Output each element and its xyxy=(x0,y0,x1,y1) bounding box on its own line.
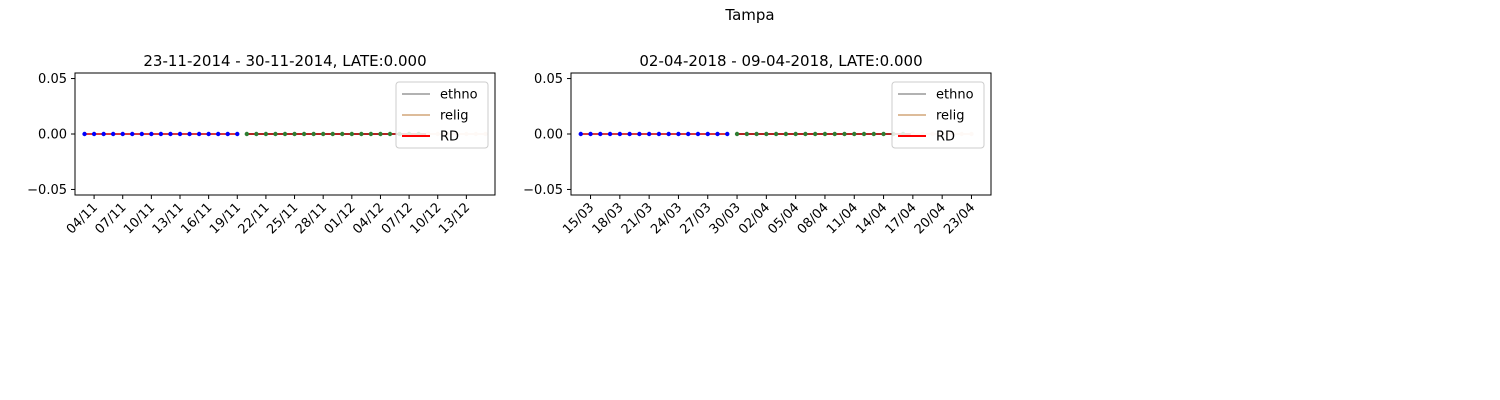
data-point xyxy=(292,131,297,137)
data-point xyxy=(359,131,364,137)
data-point xyxy=(82,131,87,137)
y-tick-label: 0.00 xyxy=(534,128,563,143)
data-point xyxy=(812,131,818,137)
data-point xyxy=(378,131,383,137)
data-point xyxy=(196,131,202,137)
subplot-title: 23-11-2014 - 30-11-2014, LATE:0.000 xyxy=(143,52,426,70)
y-tick-label: 0.00 xyxy=(38,128,67,143)
data-point xyxy=(881,131,886,137)
data-point xyxy=(773,131,779,137)
data-point xyxy=(705,131,710,137)
data-point xyxy=(637,131,642,137)
data-point xyxy=(340,131,345,137)
subplot-title: 02-04-2018 - 09-04-2018, LATE:0.000 xyxy=(639,52,922,70)
legend-box xyxy=(395,81,489,149)
data-point xyxy=(695,131,701,137)
data-point xyxy=(130,131,135,137)
data-point xyxy=(627,131,632,137)
data-point xyxy=(871,131,876,137)
data-point xyxy=(254,131,259,137)
data-point xyxy=(734,131,740,137)
data-point xyxy=(676,131,681,137)
legend-label: RD xyxy=(936,130,955,145)
data-point xyxy=(91,131,97,137)
data-point xyxy=(842,131,847,137)
data-point xyxy=(225,131,230,137)
data-point xyxy=(715,131,720,137)
y-tick-label: −0.05 xyxy=(27,183,67,198)
legend-label: relig xyxy=(440,109,469,124)
data-point xyxy=(686,131,691,137)
data-point xyxy=(330,131,335,137)
y-tick-label: −0.05 xyxy=(523,183,563,198)
data-point xyxy=(803,131,808,137)
data-point xyxy=(754,131,759,137)
data-point xyxy=(273,131,278,137)
data-point xyxy=(120,131,125,137)
data-point xyxy=(832,131,837,137)
data-point xyxy=(646,131,652,137)
data-point xyxy=(235,131,240,137)
data-point xyxy=(861,131,867,137)
data-point xyxy=(666,131,671,137)
data-point xyxy=(168,131,173,137)
legend-label: RD xyxy=(440,130,459,145)
data-point xyxy=(244,131,250,137)
data-point xyxy=(598,131,603,137)
data-point xyxy=(311,131,316,137)
data-point xyxy=(387,131,393,137)
data-point xyxy=(852,131,857,137)
data-point xyxy=(368,131,374,137)
data-point xyxy=(349,131,355,137)
data-point xyxy=(588,131,593,137)
data-point xyxy=(617,131,623,137)
data-point xyxy=(101,131,106,137)
legend: ethno relig RD xyxy=(891,81,985,149)
data-point xyxy=(578,131,583,137)
data-point xyxy=(764,131,769,137)
data-point xyxy=(149,131,154,137)
data-point xyxy=(793,131,798,137)
data-point xyxy=(744,131,750,137)
y-tick-label: 0.05 xyxy=(38,72,67,87)
data-point xyxy=(215,131,221,137)
figure-suptitle: Tampa xyxy=(724,6,774,24)
data-point xyxy=(783,131,789,137)
data-point xyxy=(320,131,326,137)
legend-label: ethno xyxy=(440,88,478,103)
data-point xyxy=(110,131,116,137)
legend-label: relig xyxy=(936,109,965,124)
legend: ethno relig RD xyxy=(395,81,489,149)
data-point xyxy=(187,131,192,137)
data-point xyxy=(725,131,730,137)
data-point xyxy=(301,131,307,137)
data-point xyxy=(158,131,164,137)
y-tick-label: 0.05 xyxy=(534,72,563,87)
legend-box xyxy=(891,81,985,149)
data-point xyxy=(139,131,145,137)
data-point xyxy=(822,131,828,137)
data-point xyxy=(206,131,211,137)
data-point xyxy=(177,131,183,137)
data-point xyxy=(656,131,662,137)
legend-label: ethno xyxy=(936,88,974,103)
data-point xyxy=(607,131,613,137)
data-point xyxy=(282,131,288,137)
data-point xyxy=(263,131,269,137)
